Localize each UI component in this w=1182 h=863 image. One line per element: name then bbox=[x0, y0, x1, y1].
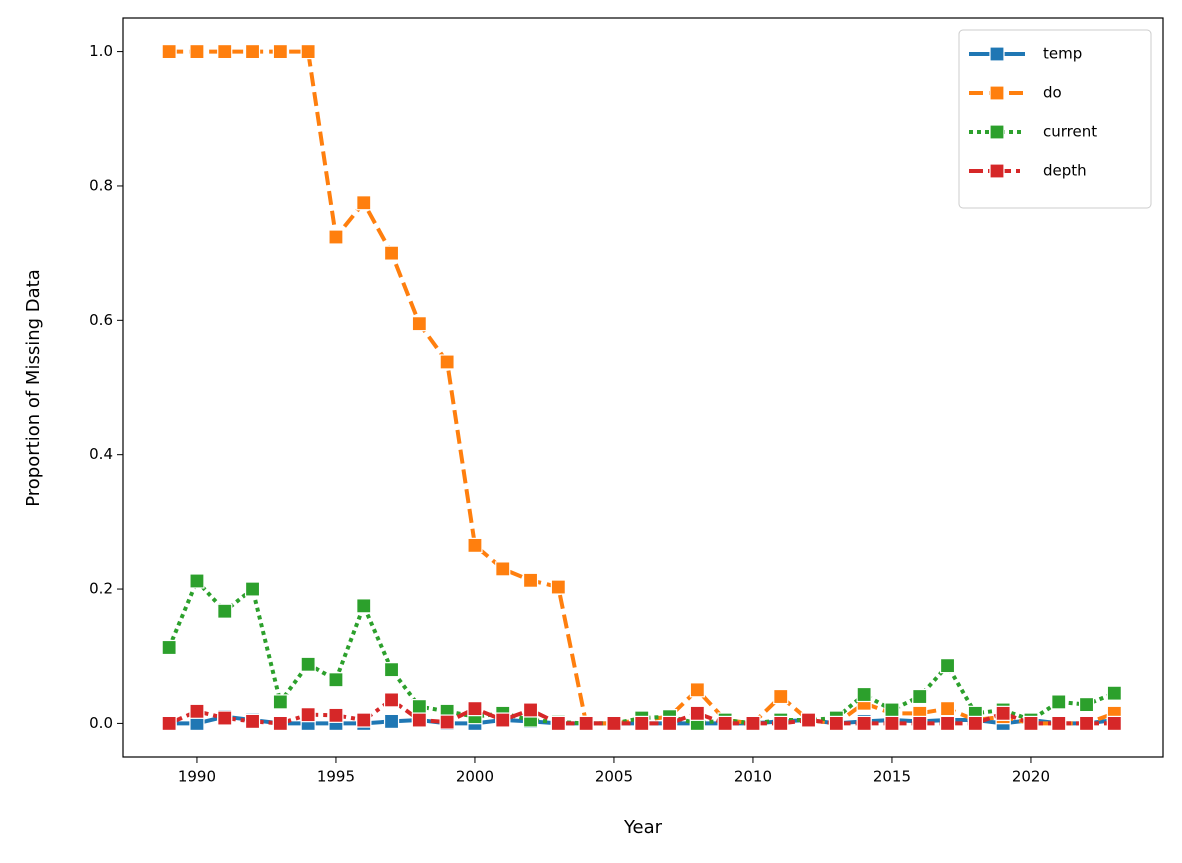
x-tick-label: 2005 bbox=[595, 768, 633, 786]
marker bbox=[1051, 694, 1067, 710]
marker bbox=[1106, 685, 1122, 701]
marker bbox=[383, 713, 400, 729]
marker bbox=[161, 715, 177, 732]
marker bbox=[856, 715, 872, 732]
marker bbox=[217, 603, 233, 619]
marker bbox=[1023, 715, 1039, 732]
marker bbox=[550, 715, 566, 732]
y-tick-label: 0.8 bbox=[89, 176, 113, 194]
marker bbox=[356, 598, 372, 614]
legend-label: depth bbox=[1043, 162, 1087, 180]
marker bbox=[661, 715, 678, 732]
marker bbox=[1051, 715, 1067, 732]
marker bbox=[1106, 715, 1122, 732]
y-tick-label: 0.0 bbox=[89, 714, 113, 732]
marker bbox=[272, 43, 288, 60]
marker bbox=[606, 715, 622, 732]
marker bbox=[356, 195, 372, 211]
x-tick-label: 2020 bbox=[1012, 768, 1050, 786]
marker bbox=[884, 702, 900, 718]
marker bbox=[912, 688, 928, 705]
marker bbox=[383, 662, 400, 678]
marker bbox=[689, 705, 705, 721]
marker bbox=[411, 712, 427, 728]
y-axis-label: Proportion of Missing Data bbox=[23, 269, 44, 507]
marker bbox=[383, 245, 400, 261]
marker bbox=[244, 43, 261, 60]
marker bbox=[1078, 696, 1095, 713]
marker bbox=[634, 715, 650, 732]
marker bbox=[912, 715, 928, 732]
marker bbox=[411, 699, 427, 715]
legend-label: do bbox=[1043, 84, 1062, 102]
marker bbox=[439, 354, 455, 370]
legend-marker bbox=[989, 85, 1005, 101]
marker bbox=[300, 707, 316, 723]
marker bbox=[800, 712, 817, 728]
marker bbox=[467, 537, 483, 553]
marker bbox=[856, 686, 872, 703]
y-tick-label: 1.0 bbox=[89, 42, 113, 60]
marker bbox=[439, 714, 455, 730]
series-line bbox=[167, 577, 1116, 726]
y-tick-label: 0.4 bbox=[89, 445, 113, 463]
marker bbox=[939, 715, 956, 732]
marker bbox=[411, 316, 427, 332]
x-tick-label: 2010 bbox=[734, 768, 772, 786]
legend-label: current bbox=[1043, 123, 1097, 141]
legend-label: temp bbox=[1043, 45, 1082, 63]
marker bbox=[300, 656, 316, 672]
marker bbox=[689, 682, 705, 698]
marker bbox=[272, 715, 288, 732]
x-axis-label: Year bbox=[623, 817, 663, 838]
marker bbox=[189, 43, 205, 60]
marker bbox=[356, 712, 372, 728]
marker bbox=[495, 712, 511, 728]
marker bbox=[550, 579, 566, 595]
marker bbox=[773, 688, 789, 705]
x-tick-label: 2015 bbox=[873, 768, 911, 786]
y-tick-label: 0.6 bbox=[89, 311, 113, 329]
x-tick-label: 1995 bbox=[317, 768, 355, 786]
marker bbox=[217, 43, 233, 60]
marker bbox=[328, 707, 344, 723]
marker bbox=[383, 692, 400, 708]
marker bbox=[217, 710, 233, 726]
x-tick-label: 2000 bbox=[456, 768, 494, 786]
marker bbox=[967, 715, 983, 732]
series-line bbox=[168, 697, 1115, 726]
marker bbox=[495, 561, 511, 577]
marker bbox=[995, 705, 1011, 721]
marker bbox=[189, 573, 205, 589]
legend-marker bbox=[989, 46, 1005, 62]
marker bbox=[467, 701, 483, 717]
marker bbox=[189, 703, 205, 719]
marker bbox=[328, 229, 344, 245]
legend-marker bbox=[989, 124, 1005, 140]
marker bbox=[828, 715, 844, 732]
marker bbox=[578, 715, 594, 732]
marker bbox=[1078, 715, 1095, 732]
marker bbox=[717, 715, 733, 732]
marker bbox=[745, 715, 761, 732]
marker bbox=[773, 715, 789, 732]
marker bbox=[161, 639, 177, 656]
marker bbox=[939, 701, 956, 717]
marker bbox=[939, 658, 956, 674]
marker bbox=[328, 672, 344, 688]
y-tick-label: 0.2 bbox=[89, 580, 113, 598]
marker bbox=[244, 713, 261, 729]
marker bbox=[300, 43, 316, 60]
plot-frame bbox=[122, 17, 1164, 758]
marker bbox=[884, 715, 900, 732]
legend-box bbox=[958, 29, 1152, 209]
marker bbox=[522, 702, 539, 718]
x-tick-label: 1990 bbox=[178, 768, 216, 786]
marker bbox=[522, 572, 539, 588]
marker bbox=[272, 694, 288, 710]
marker bbox=[161, 43, 177, 60]
marker bbox=[244, 581, 261, 597]
legend-marker bbox=[989, 163, 1005, 179]
